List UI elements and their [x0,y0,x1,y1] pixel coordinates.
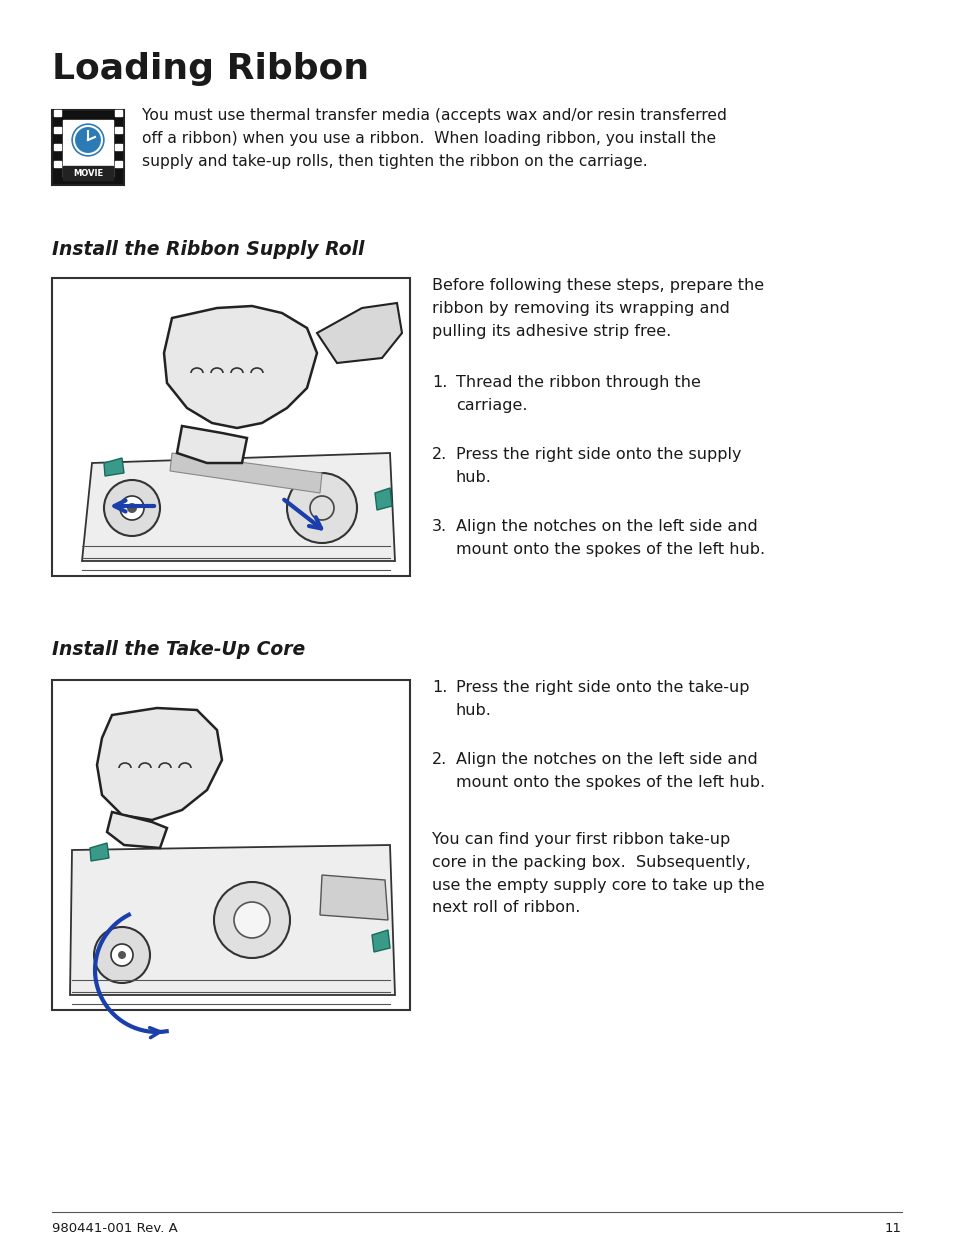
Text: 2.: 2. [432,753,447,768]
Text: Align the notches on the left side and
mount onto the spokes of the left hub.: Align the notches on the left side and m… [456,753,764,790]
Text: Align the notches on the left side and
mount onto the spokes of the left hub.: Align the notches on the left side and m… [456,519,764,557]
Text: 980441-001 Rev. A: 980441-001 Rev. A [52,1222,177,1236]
Text: You must use thermal transfer media (accepts wax and/or resin transferred
off a : You must use thermal transfer media (acc… [142,109,726,168]
Text: 11: 11 [884,1222,901,1236]
Circle shape [118,951,126,958]
Bar [52,110,124,185]
Polygon shape [177,426,247,463]
Bar [52,680,410,1010]
Bar [63,166,112,180]
Text: Loading Ribbon: Loading Ribbon [52,52,369,86]
Bar [54,110,61,116]
Bar [57,283,405,572]
Polygon shape [82,453,395,562]
Bar [54,144,61,150]
Bar [63,120,112,177]
Text: Install the Take-Up Core: Install the Take-Up Core [52,640,305,659]
Polygon shape [90,842,109,861]
Polygon shape [319,875,388,920]
Polygon shape [107,812,167,847]
Text: MOVIE: MOVIE [72,170,103,178]
Bar [52,278,410,577]
Bar [115,110,122,116]
Circle shape [120,495,144,520]
Text: Install the Ribbon Supply Roll: Install the Ribbon Supply Roll [52,240,364,260]
Polygon shape [316,303,401,363]
Circle shape [213,882,290,958]
Circle shape [104,480,160,535]
Polygon shape [70,845,395,995]
Text: 1.: 1. [432,680,447,695]
Circle shape [287,473,356,543]
Text: Thread the ribbon through the
carriage.: Thread the ribbon through the carriage. [456,374,700,413]
Polygon shape [170,453,322,493]
Bar [115,161,122,167]
Text: Press the right side onto the take-up
hub.: Press the right side onto the take-up hu… [456,680,749,718]
Polygon shape [375,488,392,510]
Circle shape [233,902,270,938]
Circle shape [111,943,132,966]
Text: Before following these steps, prepare the
ribbon by removing its wrapping and
pu: Before following these steps, prepare th… [432,278,763,338]
Polygon shape [164,306,316,428]
Text: You can find your first ribbon take-up
core in the packing box.  Subsequently,
u: You can find your first ribbon take-up c… [432,832,763,915]
Text: 3.: 3. [432,519,447,534]
Polygon shape [104,458,124,475]
Text: Press the right side onto the supply
hub.: Press the right side onto the supply hub… [456,447,740,484]
Text: 2.: 2. [432,447,447,462]
Bar [115,127,122,134]
Polygon shape [372,930,390,952]
Circle shape [94,927,150,983]
Circle shape [127,503,137,513]
Circle shape [71,124,104,156]
Bar [115,144,122,150]
Bar [54,161,61,167]
Bar [54,127,61,134]
Polygon shape [97,708,222,820]
Text: 1.: 1. [432,374,447,389]
